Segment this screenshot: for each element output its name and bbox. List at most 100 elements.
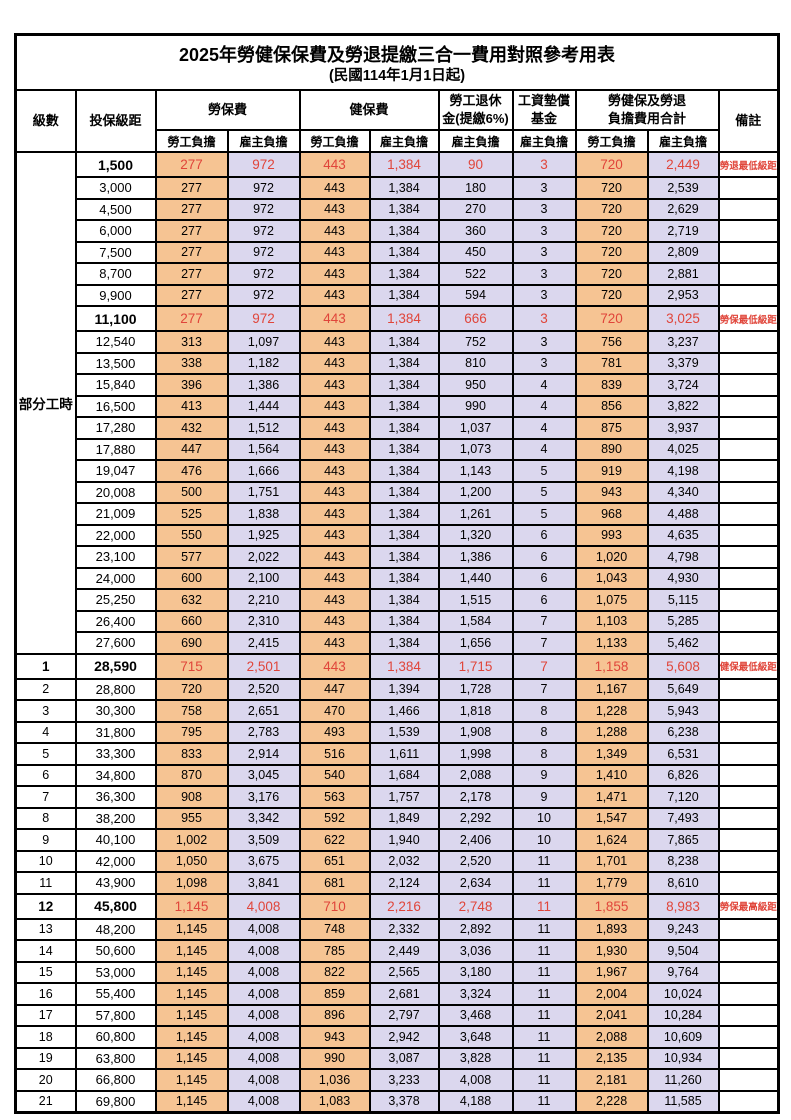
bracket-cell: 6,000 — [74, 219, 157, 243]
health-ins-employee-cell: 443 — [298, 523, 371, 547]
total-employer-cell: 2,449 — [646, 151, 720, 178]
table-row: 9,900 277 972 443 1,384 594 3 720 2,953 — [16, 283, 780, 307]
total-header-line1: 勞健保及勞退 — [607, 93, 686, 109]
health-ins-employee-cell: 516 — [298, 742, 371, 766]
table-row: 3 30,300 758 2,651 470 1,466 1,818 8 1,2… — [14, 699, 780, 723]
labor-ins-employer-cell: 4,008 — [226, 1003, 301, 1027]
bracket-cell: 60,800 — [74, 1025, 157, 1049]
pension-employer-cell: 2,892 — [437, 917, 514, 941]
table-row: 12,540 313 1,097 443 1,384 752 3 756 3,2… — [16, 330, 780, 354]
health-ins-employer-cell: 1,384 — [368, 219, 440, 243]
pension-employer-cell: 752 — [437, 330, 514, 354]
pension-employer-cell: 1,515 — [437, 588, 514, 612]
total-employer-cell: 6,238 — [646, 720, 720, 744]
table-row: 2 28,800 720 2,520 447 1,394 1,728 7 1,1… — [14, 677, 780, 701]
total-employee-cell: 1,103 — [574, 609, 649, 633]
level-cell: 6 — [14, 763, 77, 787]
total-employee-cell: 1,471 — [574, 785, 649, 809]
wage-fund-employer-cell: 3 — [511, 151, 577, 178]
total-employer-cell: 2,953 — [646, 283, 720, 307]
health-ins-employee-cell: 443 — [298, 283, 371, 307]
labor-ins-employer-cell: 4,008 — [226, 892, 301, 920]
wage-fund-employer-cell: 11 — [511, 1003, 577, 1027]
wage-fund-employer-cell: 8 — [511, 699, 577, 723]
health-ins-employee-cell: 443 — [298, 351, 371, 375]
health-ins-employer-cell: 2,032 — [368, 849, 440, 873]
note-cell — [717, 960, 780, 984]
pension-employer-cell: 3,324 — [437, 982, 514, 1006]
wage-fund-employer-cell: 3 — [511, 219, 577, 243]
subheader-health-ins-employee: 勞工負擔 — [298, 129, 371, 153]
health-ins-employee-cell: 748 — [298, 917, 371, 941]
health-ins-employee-cell: 1,036 — [298, 1068, 371, 1092]
labor-ins-employer-cell: 1,444 — [226, 394, 301, 418]
health-ins-employer-cell: 1,384 — [368, 588, 440, 612]
labor-ins-employee-cell: 600 — [154, 566, 229, 590]
note-cell — [717, 982, 780, 1006]
labor-ins-employer-cell: 1,097 — [226, 330, 301, 354]
labor-ins-employee-cell: 277 — [154, 151, 229, 178]
total-employer-cell: 7,493 — [646, 806, 720, 830]
total-employer-cell: 9,243 — [646, 917, 720, 941]
note-cell — [717, 566, 780, 590]
labor-ins-employer-cell: 2,022 — [226, 545, 301, 569]
total-employer-cell: 5,649 — [646, 677, 720, 701]
total-employer-cell: 5,943 — [646, 699, 720, 723]
wage-fund-employer-cell: 11 — [511, 1089, 577, 1113]
health-ins-employee-cell: 443 — [298, 330, 371, 354]
labor-ins-employer-cell: 4,008 — [226, 960, 301, 984]
total-employer-cell: 4,025 — [646, 437, 720, 461]
health-ins-employee-cell: 859 — [298, 982, 371, 1006]
total-employee-cell: 1,288 — [574, 720, 649, 744]
health-ins-employer-cell: 1,384 — [368, 373, 440, 397]
total-employee-cell: 1,967 — [574, 960, 649, 984]
pension-employer-cell: 2,088 — [437, 763, 514, 787]
health-ins-employer-cell: 2,942 — [368, 1025, 440, 1049]
total-employee-cell: 1,228 — [574, 699, 649, 723]
level-cell: 2 — [14, 677, 77, 701]
health-ins-employee-cell: 443 — [298, 262, 371, 286]
labor-ins-employee-cell: 1,145 — [154, 892, 229, 920]
note-cell — [717, 240, 780, 264]
health-ins-employer-cell: 1,384 — [368, 480, 440, 504]
labor-ins-employer-cell: 3,342 — [226, 806, 301, 830]
pension-employer-cell: 1,656 — [437, 631, 514, 655]
labor-ins-employee-cell: 550 — [154, 523, 229, 547]
labor-ins-employee-cell: 1,145 — [154, 1068, 229, 1092]
total-employee-cell: 1,410 — [574, 763, 649, 787]
pension-employer-cell: 90 — [437, 151, 514, 178]
table-row: 13 48,200 1,145 4,008 748 2,332 2,892 11… — [14, 917, 780, 941]
health-ins-employer-cell: 1,757 — [368, 785, 440, 809]
labor-ins-employee-cell: 338 — [154, 351, 229, 375]
labor-ins-employee-cell: 432 — [154, 416, 229, 440]
health-ins-employer-cell: 1,384 — [368, 652, 440, 680]
note-cell — [717, 437, 780, 461]
total-employer-cell: 3,822 — [646, 394, 720, 418]
health-ins-employee-cell: 443 — [298, 151, 371, 178]
col-header-note: 備註 — [717, 89, 780, 153]
level-cell: 1 — [14, 652, 77, 680]
health-ins-employee-cell: 470 — [298, 699, 371, 723]
health-ins-employer-cell: 1,384 — [368, 330, 440, 354]
health-ins-employee-cell: 443 — [298, 240, 371, 264]
total-employee-cell: 1,893 — [574, 917, 649, 941]
labor-ins-employee-cell: 955 — [154, 806, 229, 830]
bracket-cell: 36,300 — [74, 785, 157, 809]
total-employer-cell: 3,724 — [646, 373, 720, 397]
total-employee-cell: 2,004 — [574, 982, 649, 1006]
labor-ins-employee-cell: 413 — [154, 394, 229, 418]
col-header-pension: 勞工退休 金(提繳6%) — [437, 89, 514, 131]
health-ins-employee-cell: 622 — [298, 828, 371, 852]
wage-fund-employer-cell: 4 — [511, 416, 577, 440]
bracket-cell: 17,280 — [74, 416, 157, 440]
health-ins-employer-cell: 3,378 — [368, 1089, 440, 1113]
labor-ins-employee-cell: 1,145 — [154, 1046, 229, 1070]
level-cell: 4 — [14, 720, 77, 744]
health-ins-employee-cell: 443 — [298, 416, 371, 440]
table-row: 27,600 690 2,415 443 1,384 1,656 7 1,133… — [16, 631, 780, 655]
labor-ins-employee-cell: 870 — [154, 763, 229, 787]
wage-fund-employer-cell: 3 — [511, 351, 577, 375]
total-employer-cell: 7,120 — [646, 785, 720, 809]
health-ins-employee-cell: 710 — [298, 892, 371, 920]
labor-ins-employee-cell: 1,145 — [154, 917, 229, 941]
